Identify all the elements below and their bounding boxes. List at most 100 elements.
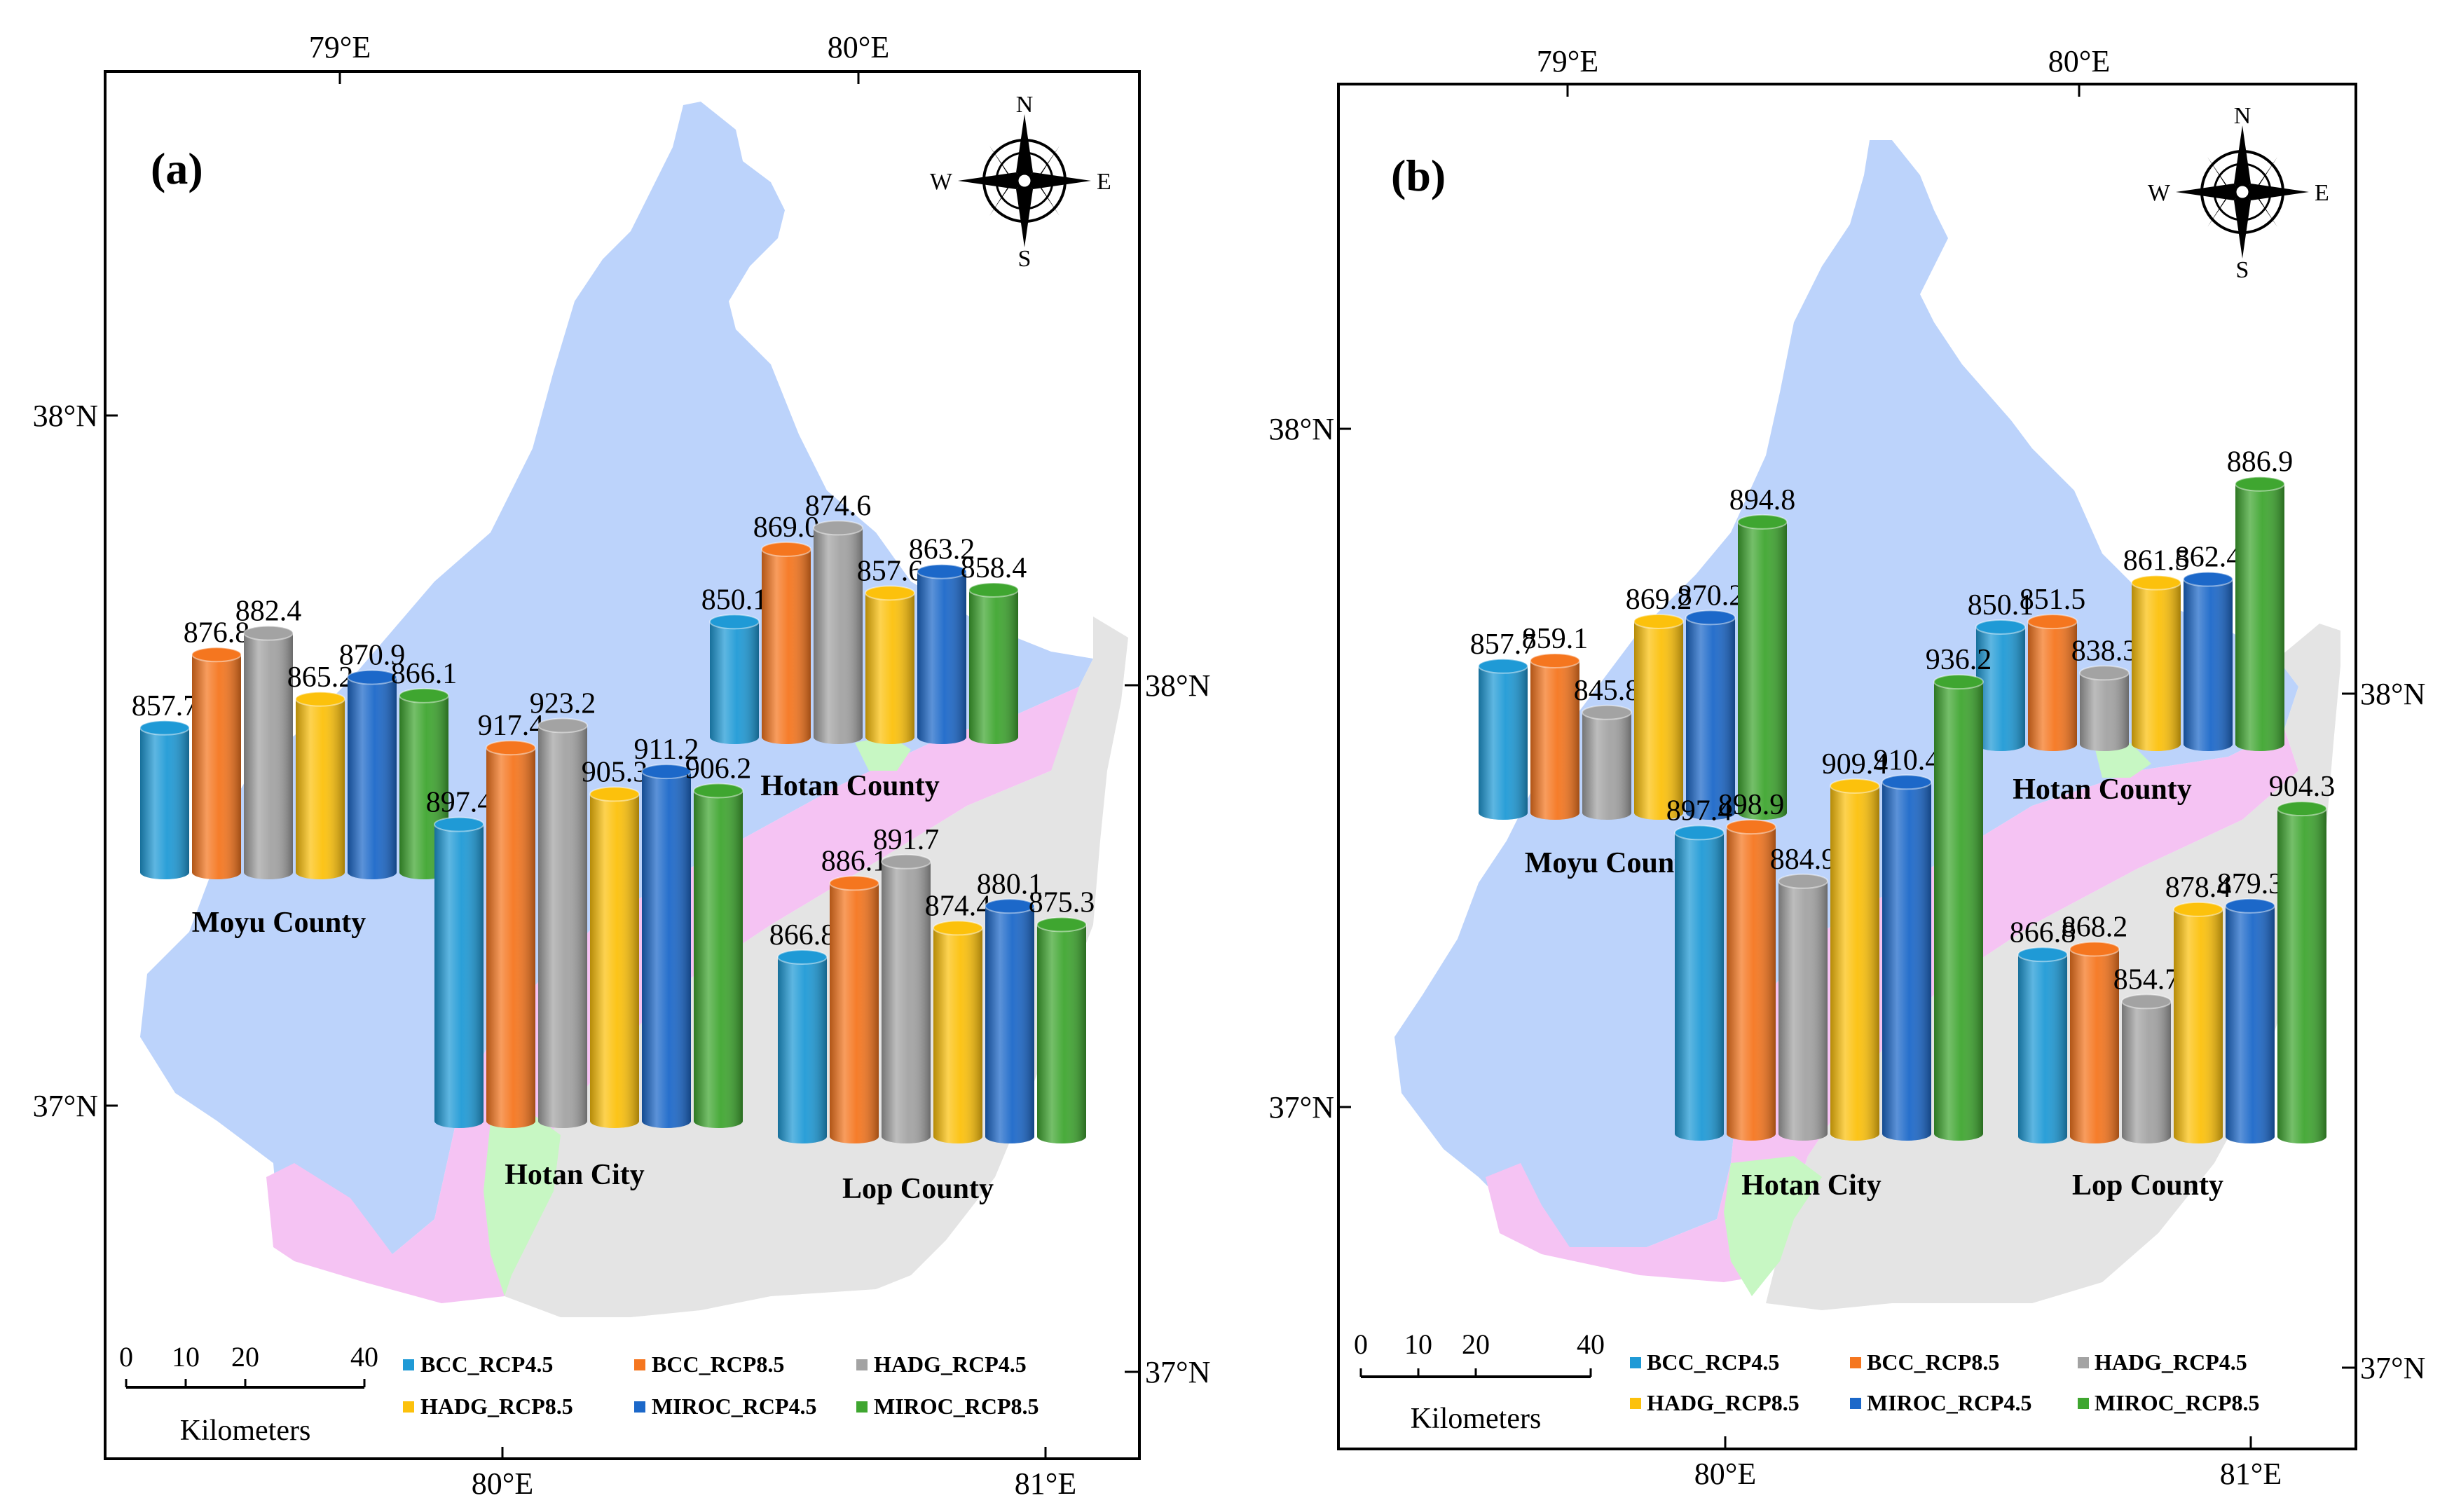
data-label: 861.5	[2123, 545, 2190, 577]
bar-shading	[865, 593, 914, 744]
county-label: Hotan County	[760, 770, 940, 802]
bar-shading	[244, 633, 293, 879]
bar	[1726, 819, 1776, 1141]
bar	[1685, 610, 1736, 820]
bar-shading	[985, 906, 1034, 1143]
scale-tick-40: 40	[350, 1341, 378, 1373]
bar-top	[589, 786, 640, 802]
bar-top	[1685, 610, 1736, 626]
bar-shading	[762, 549, 811, 744]
compass-rose-icon: N S E W	[930, 92, 1111, 272]
data-label: 886.1	[821, 845, 888, 877]
bar-shading	[140, 727, 189, 879]
legend-label: HADG_RCP8.5	[420, 1394, 573, 1419]
bar-top	[399, 687, 449, 703]
legend-label: HADG_RCP8.5	[1647, 1390, 1800, 1415]
legend-swatch	[1850, 1357, 1861, 1368]
bar-shading	[538, 725, 587, 1128]
scale-tick-0: 0	[1354, 1328, 1368, 1360]
bar-shading	[1037, 924, 1086, 1143]
county-label: Hotan City	[1741, 1169, 1881, 1202]
data-label: 917.4	[478, 710, 544, 742]
bar-top	[1933, 674, 1984, 690]
scale-unit: Kilometers	[1411, 1403, 1542, 1435]
bar	[865, 585, 915, 744]
bar-top	[813, 520, 863, 536]
bar-shading	[2174, 909, 2223, 1143]
county-label: Hotan County	[2013, 774, 2192, 806]
bar	[917, 563, 967, 744]
legend-label: MIROC_RCP8.5	[874, 1394, 1039, 1419]
axis-label-bottom-1: 80°E	[472, 1466, 533, 1501]
data-label: 905.3	[582, 756, 648, 788]
axis-label-left-2: 37°N	[1269, 1090, 1334, 1125]
axis-label-bottom-2: 81°E	[2220, 1457, 2282, 1491]
data-label: 838.3	[2071, 635, 2138, 667]
panel-b-bottom-axis: 80°E 81°E	[1694, 1436, 2282, 1491]
bar	[1674, 825, 1725, 1141]
data-label: 909.4	[1822, 748, 1889, 781]
bar-top	[1830, 778, 1880, 794]
bar-shading	[1582, 712, 1631, 820]
bar	[2277, 801, 2327, 1143]
bar	[2069, 941, 2120, 1143]
data-label: 870.9	[339, 640, 406, 672]
bar-top	[139, 720, 190, 736]
bar	[2121, 994, 2172, 1143]
legend-label: MIROC_RCP4.5	[1867, 1390, 2032, 1415]
data-label: 857.6	[857, 555, 924, 587]
axis-label-left-1: 38°N	[1269, 412, 1334, 446]
panel-b: 79°E 80°E 80°E 81°E 38°N 37°N 38°N 37°N …	[1269, 44, 2426, 1491]
data-label: 878.4	[2165, 872, 2232, 904]
bar	[1778, 873, 1828, 1141]
bar-shading	[969, 589, 1018, 744]
bar-top	[917, 563, 967, 579]
bar-top	[2027, 614, 2078, 630]
bar-top	[2069, 941, 2120, 957]
bar-top	[2121, 994, 2172, 1010]
legend-label: BCC_RCP4.5	[1647, 1349, 1779, 1375]
bar-shading	[2235, 483, 2284, 751]
panel-a-top-axis: 79°E 80°E	[309, 30, 889, 84]
bar-shading	[1976, 626, 2025, 751]
data-label: 854.7	[2113, 963, 2180, 996]
bar-top	[1881, 774, 1932, 790]
legend-swatch	[634, 1359, 645, 1370]
bar-top	[1778, 873, 1828, 889]
bar-top	[1726, 819, 1776, 835]
bar	[985, 898, 1035, 1143]
axis-label-left-2: 37°N	[33, 1089, 98, 1123]
bar	[243, 625, 294, 879]
scale-unit: Kilometers	[180, 1415, 311, 1447]
axis-label-bottom-1: 80°E	[1694, 1457, 1756, 1491]
data-label: 845.8	[1574, 675, 1640, 707]
bar	[434, 816, 484, 1128]
bar-top	[537, 717, 588, 734]
bar-top	[1975, 619, 2026, 635]
bar-shading	[348, 677, 397, 879]
panel-a-right-axis: 38°N 37°N	[1125, 668, 1210, 1389]
compass-w: W	[2148, 180, 2171, 206]
region-hotan-city	[484, 1114, 561, 1296]
bar-shading	[2277, 809, 2326, 1143]
bar	[761, 541, 811, 744]
scale-tick-20: 20	[1462, 1328, 1490, 1360]
bar-shading	[2080, 673, 2129, 751]
panel-a-left-axis: 38°N 37°N	[33, 399, 118, 1123]
bar	[2131, 575, 2181, 751]
bar-shading	[814, 528, 863, 744]
bar	[295, 691, 345, 879]
legend-swatch	[1630, 1398, 1641, 1409]
bar-top	[865, 585, 915, 601]
bar-top	[191, 647, 242, 663]
compass-s: S	[2236, 257, 2249, 283]
bar-shading	[2070, 949, 2119, 1143]
bar	[881, 853, 931, 1143]
legend-swatch	[403, 1359, 414, 1370]
bar	[2027, 614, 2078, 751]
data-label: 862.4	[2175, 542, 2242, 574]
panel-b-title: (b)	[1391, 151, 1446, 200]
data-label: 851.5	[2020, 584, 2086, 616]
bar	[1633, 613, 1684, 820]
